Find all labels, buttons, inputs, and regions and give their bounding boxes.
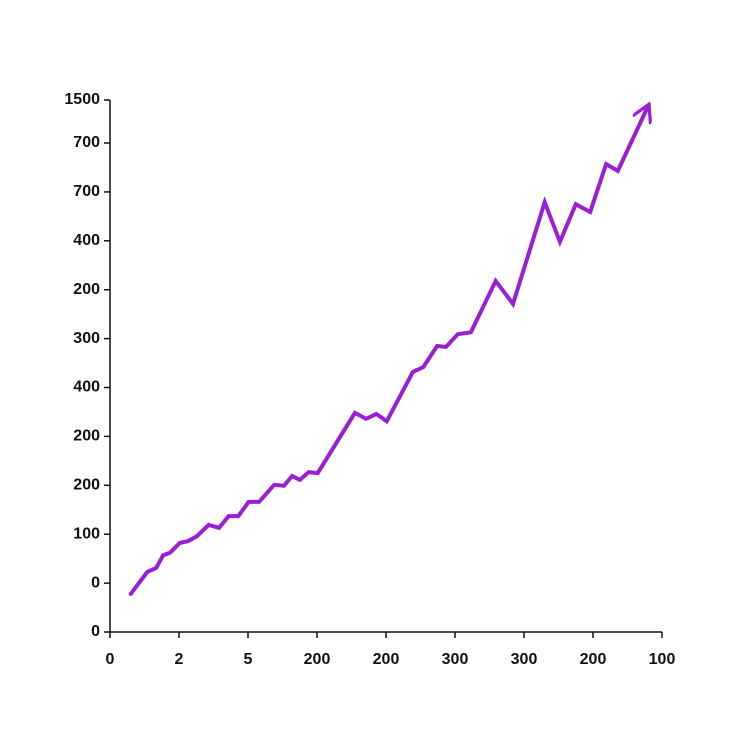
x-tick-label: 300 <box>442 651 469 668</box>
y-tick-label: 1500 <box>64 91 100 108</box>
y-tick-label: 0 <box>91 574 100 591</box>
x-tick-label: 5 <box>244 651 253 668</box>
y-tick-label: 200 <box>73 281 100 298</box>
y-tick-label: 400 <box>73 379 100 396</box>
x-tick-label: 0 <box>106 651 115 668</box>
y-tick-label: 400 <box>73 232 100 249</box>
x-tick-label: 2 <box>175 651 184 668</box>
y-tick-label: 0 <box>91 623 100 640</box>
y-tick-label: 200 <box>73 428 100 445</box>
y-tick-label: 300 <box>73 330 100 347</box>
x-tick-label: 300 <box>511 651 538 668</box>
x-tick-label: 200 <box>304 651 331 668</box>
x-tick-label: 200 <box>580 651 607 668</box>
y-tick-label: 200 <box>73 477 100 494</box>
y-tick-label: 100 <box>73 525 100 542</box>
data-line <box>128 106 649 596</box>
x-tick-label: 100 <box>649 651 676 668</box>
x-tick-label: 200 <box>373 651 400 668</box>
y-tick-label: 700 <box>73 183 100 200</box>
y-tick-label: 700 <box>73 134 100 151</box>
